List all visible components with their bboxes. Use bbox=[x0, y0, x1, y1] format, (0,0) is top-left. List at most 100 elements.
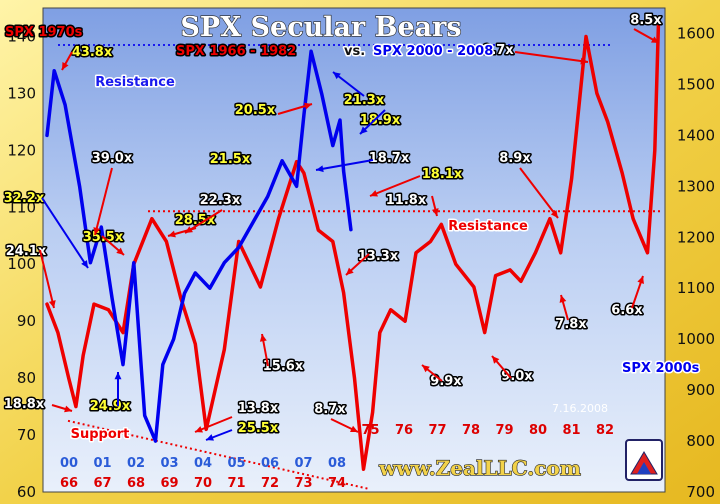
series-line-2000-2008 bbox=[45, 49, 353, 443]
year-label-1970s: 72 bbox=[261, 476, 279, 491]
callout-arrow bbox=[39, 249, 55, 309]
year-label-1970s: 74 bbox=[328, 476, 346, 491]
callout-arrowhead bbox=[580, 57, 588, 65]
year-label-1970s: 68 bbox=[127, 476, 145, 491]
pe-ratio-label: 9.0x bbox=[501, 369, 533, 384]
callout-arrow bbox=[184, 209, 223, 234]
callout-arrowhead bbox=[559, 295, 567, 303]
callout-arrowhead bbox=[48, 300, 56, 308]
callout-arrowhead bbox=[492, 356, 500, 364]
left-tick-label: 140 bbox=[7, 27, 36, 45]
left-tick-label: 110 bbox=[7, 198, 36, 216]
watermark: www.ZealLLC.com bbox=[378, 456, 581, 480]
year-label-2000s: 08 bbox=[328, 456, 346, 471]
year-label-1970s: 66 bbox=[60, 476, 78, 491]
year-label-1970s: 77 bbox=[428, 423, 446, 438]
pe-ratio-label: 22.3x bbox=[200, 193, 241, 208]
year-label-1970s: 81 bbox=[562, 423, 580, 438]
left-tick-label: 60 bbox=[17, 483, 36, 501]
pe-ratio-label: 18.7x bbox=[369, 151, 410, 166]
pe-ratio-label: 9.7x bbox=[482, 43, 514, 58]
year-label-2000s: 02 bbox=[127, 456, 145, 471]
callout-arrow bbox=[369, 175, 421, 197]
callout-arrowhead bbox=[550, 210, 558, 218]
callout-arrowhead bbox=[431, 208, 439, 216]
pe-ratio-label: 24.9x bbox=[90, 399, 131, 414]
left-tick-label: 120 bbox=[7, 141, 36, 159]
callout-arrow bbox=[514, 51, 589, 63]
year-label-1970s: 73 bbox=[294, 476, 312, 491]
callout-arrowhead bbox=[360, 126, 368, 134]
year-label-1970s: 82 bbox=[596, 423, 614, 438]
pe-ratio-label: 21.5x bbox=[210, 152, 251, 167]
callout-arrow bbox=[519, 167, 559, 219]
pe-ratio-label: 8.5x bbox=[630, 13, 662, 28]
year-label-2000s: 01 bbox=[93, 456, 111, 471]
year-label-1970s: 78 bbox=[462, 423, 480, 438]
pe-ratio-label: 6.6x bbox=[611, 303, 643, 318]
chart-date-label: 7.16.2008 bbox=[552, 402, 608, 415]
pe-ratio-label: 24.1x bbox=[6, 244, 47, 259]
callout-arrowhead bbox=[350, 425, 358, 433]
pe-ratio-label: 11.8x bbox=[386, 193, 427, 208]
callout-arrowhead bbox=[81, 260, 88, 268]
right-axis-label: SPX 2000s bbox=[622, 361, 700, 376]
pe-ratio-label: 43.8x bbox=[72, 45, 113, 60]
left-tick-label: 100 bbox=[7, 255, 36, 273]
year-label-2000s: 04 bbox=[194, 456, 212, 471]
resistance-label: Resistance bbox=[95, 75, 175, 90]
right-tick-label: 1200 bbox=[677, 228, 715, 246]
year-label-1970s: 70 bbox=[194, 476, 212, 491]
year-label-1970s: 80 bbox=[529, 423, 547, 438]
right-tick-label: 1100 bbox=[677, 279, 715, 297]
chart-title: SPX Secular Bears bbox=[180, 12, 461, 43]
pe-ratio-label: 21.3x bbox=[344, 93, 385, 108]
callout-arrowhead bbox=[116, 247, 124, 255]
right-tick-label: 1400 bbox=[677, 126, 715, 144]
pe-ratio-label: 13.3x bbox=[358, 249, 399, 264]
callout-arrowhead bbox=[370, 190, 378, 197]
year-label-2000s: 06 bbox=[261, 456, 279, 471]
year-label-1970s: 75 bbox=[361, 423, 379, 438]
left-tick-label: 90 bbox=[17, 312, 36, 330]
pe-ratio-label: 25.5x bbox=[238, 421, 279, 436]
right-tick-label: 700 bbox=[686, 483, 715, 501]
callout-arrowhead bbox=[93, 227, 101, 235]
callout-arrowhead bbox=[316, 165, 324, 173]
right-tick-label: 900 bbox=[686, 381, 715, 399]
right-tick-label: 800 bbox=[686, 432, 715, 450]
pe-ratio-label: 32.2x bbox=[4, 191, 45, 206]
pe-ratio-label: 18.1x bbox=[422, 167, 463, 182]
callout-arrow bbox=[315, 159, 374, 171]
subtitle-1970s: SPX 1966 - 1982 bbox=[176, 44, 296, 59]
pe-ratio-label: 28.5x bbox=[175, 213, 216, 228]
callout-arrowhead bbox=[346, 267, 354, 275]
left-tick-label: 130 bbox=[7, 84, 36, 102]
left-axis-label: SPX 1970s bbox=[5, 25, 83, 40]
callout-arrow bbox=[94, 167, 113, 236]
year-label-2000s: 07 bbox=[294, 456, 312, 471]
year-label-1970s: 71 bbox=[227, 476, 245, 491]
callout-arrowhead bbox=[206, 434, 214, 441]
year-label-1970s: 79 bbox=[495, 423, 513, 438]
right-tick-label: 1500 bbox=[677, 75, 715, 93]
year-label-1970s: 76 bbox=[395, 423, 413, 438]
callout-arrowhead bbox=[422, 365, 430, 373]
callout-arrowhead bbox=[185, 226, 193, 233]
callout-arrowhead bbox=[259, 334, 267, 342]
year-label-2000s: 05 bbox=[227, 456, 245, 471]
pe-ratio-label: 20.5x bbox=[235, 103, 276, 118]
pe-ratio-label: 13.8x bbox=[238, 401, 279, 416]
callout-arrow bbox=[41, 197, 89, 269]
callout-arrowhead bbox=[637, 276, 644, 284]
support-label: Support bbox=[71, 427, 130, 442]
subtitle-2000s: SPX 2000 - 2008 bbox=[373, 44, 493, 59]
subtitle-vs: vs. bbox=[344, 44, 365, 59]
callout-arrowhead bbox=[333, 72, 341, 80]
pe-ratio-label: 18.8x bbox=[4, 397, 45, 412]
year-label-1970s: 67 bbox=[93, 476, 111, 491]
support-line bbox=[67, 419, 371, 491]
year-label-2000s: 03 bbox=[160, 456, 178, 471]
left-tick-label: 70 bbox=[17, 426, 36, 444]
